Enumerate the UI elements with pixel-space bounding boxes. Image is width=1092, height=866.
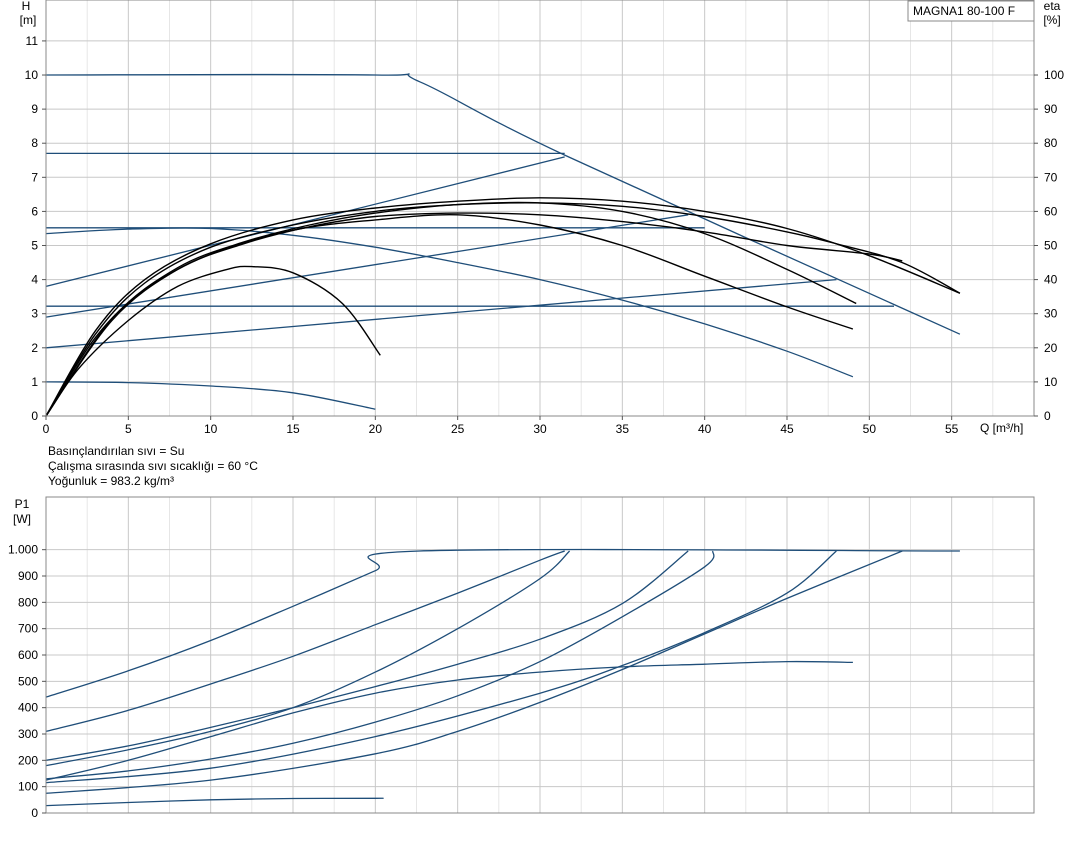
eta-y-tick-label: 90 <box>1044 102 1058 116</box>
head-axis-label-unit: [m] <box>20 13 37 27</box>
power-y-tick-label: 700 <box>18 622 38 636</box>
power-series-line-7 <box>45 660 853 781</box>
head-series <box>45 73 961 417</box>
eta-y-tick-label: 60 <box>1044 204 1058 218</box>
head-y-tick-label: 4 <box>31 273 38 287</box>
info-liquid: Basınçlandırılan sıvı = Su <box>48 444 184 458</box>
power-series-line-5 <box>45 550 837 784</box>
eta-y-tick-label: 10 <box>1044 375 1058 389</box>
head-series-line-12 <box>45 197 961 417</box>
flow-x-tick-label: 0 <box>43 422 50 436</box>
power-series-line-6 <box>45 550 903 794</box>
flow-x-tick-label: 30 <box>533 422 547 436</box>
power-y-tick-label: 400 <box>18 701 38 715</box>
flow-axis-label: Q [m³/h] <box>980 421 1023 435</box>
flow-x-tick-label: 20 <box>369 422 383 436</box>
flow-x-tick-label: 10 <box>204 422 218 436</box>
power-series-line-3 <box>45 550 689 761</box>
power-series-line-0 <box>45 548 960 698</box>
head-series-line-6 <box>45 278 837 349</box>
head-series-line-4 <box>45 156 565 288</box>
power-y-tick-label: 200 <box>18 753 38 767</box>
model-label-box <box>907 0 1035 22</box>
eta-y-tick-label: 20 <box>1044 341 1058 355</box>
eta-y-tick-label: 30 <box>1044 307 1058 321</box>
head-series-line-5 <box>45 214 689 318</box>
flow-x-tick-label: 5 <box>125 422 132 436</box>
head-series-line-8 <box>45 381 376 410</box>
head-y2-ticks: 0 10 20 30 40 50 60 70 80 90 100 <box>1034 68 1064 423</box>
head-y-ticks: 0 1 2 3 4 5 6 7 8 9 10 11 <box>25 34 46 423</box>
power-series-line-8 <box>45 797 384 807</box>
head-series-line-7 <box>45 227 854 378</box>
head-series-line-14 <box>45 201 857 417</box>
power-y-tick-label: 0 <box>31 806 38 820</box>
power-series <box>45 548 960 807</box>
eta-y-tick-label: 70 <box>1044 170 1058 184</box>
head-y-tick-label: 3 <box>31 307 38 321</box>
head-axis-label-top: H <box>22 0 31 13</box>
head-y-tick-label: 1 <box>31 375 38 389</box>
head-y-tick-label: 9 <box>31 102 38 116</box>
power-y-tick-label: 1.000 <box>8 543 38 557</box>
power-y-tick-label: 900 <box>18 569 38 583</box>
model-label: MAGNA1 80-100 F <box>913 4 1015 18</box>
power-axis-label-top: P1 <box>15 497 30 511</box>
head-y-tick-label: 0 <box>31 409 38 423</box>
power-y-tick-label: 500 <box>18 674 38 688</box>
head-y-tick-label: 6 <box>31 204 38 218</box>
head-y-tick-label: 11 <box>26 34 39 48</box>
flow-x-tick-label: 25 <box>451 422 465 436</box>
flow-x-tick-label: 15 <box>286 422 300 436</box>
power-y-ticks: 0 100 200 300 400 500 600 700 800 900 1.000 <box>8 543 46 820</box>
info-temperature: Çalışma sırasında sıvı sıcaklığı = 60 °C <box>48 459 258 473</box>
power-y-tick-label: 600 <box>18 648 38 662</box>
head-y-tick-label: 5 <box>31 239 38 253</box>
flow-x-tick-label: 40 <box>698 422 712 436</box>
eta-y-tick-label: 40 <box>1044 273 1058 287</box>
head-y-tick-label: 8 <box>31 136 38 150</box>
head-y-tick-label: 10 <box>25 68 39 82</box>
head-series-line-13 <box>45 212 903 417</box>
flow-x-tick-label: 35 <box>616 422 630 436</box>
power-axis-label-unit: [W] <box>13 512 31 526</box>
power-grid <box>46 497 1034 813</box>
flow-x-tick-label: 55 <box>945 422 959 436</box>
head-series-line-9 <box>45 265 381 417</box>
info-density: Yoğunluk = 983.2 kg/m³ <box>48 474 174 488</box>
power-series-line-1 <box>45 550 565 733</box>
power-y-tick-label: 100 <box>18 780 38 794</box>
flow-x-tick-label: 50 <box>863 422 877 436</box>
eta-axis-label-unit: [%] <box>1043 13 1060 27</box>
eta-y-tick-label: 80 <box>1044 136 1058 150</box>
eta-axis-label-top: eta <box>1044 0 1061 13</box>
power-y-tick-label: 800 <box>18 595 38 609</box>
power-series-line-2 <box>45 550 571 767</box>
head-y-tick-label: 2 <box>31 341 38 355</box>
head-series-line-0 <box>45 73 961 335</box>
head-x-ticks: 0 5 10 15 20 25 30 35 40 45 50 55 <box>43 416 959 436</box>
eta-y-tick-label: 0 <box>1044 409 1051 423</box>
eta-y-tick-label: 50 <box>1044 239 1058 253</box>
flow-x-tick-label: 45 <box>780 422 794 436</box>
eta-y-tick-label: 100 <box>1044 68 1064 82</box>
power-y-tick-label: 300 <box>18 727 38 741</box>
head-y-tick-label: 7 <box>31 170 38 184</box>
power-series-line-4 <box>45 550 715 780</box>
head-grid <box>46 0 1034 416</box>
